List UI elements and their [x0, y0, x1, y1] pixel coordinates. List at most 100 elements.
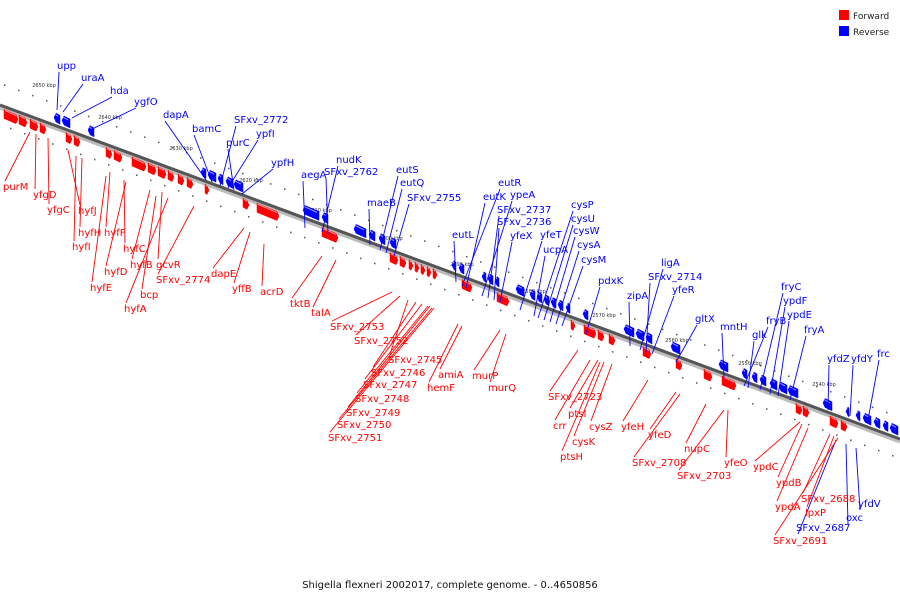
gene-block-highlight: [226, 177, 232, 181]
gene-block-highlight: [646, 333, 651, 337]
gene-block-highlight: [390, 238, 395, 242]
reverse-gene-label: ypeA: [510, 190, 535, 201]
reverse-gene-leader-line: [453, 240, 457, 283]
gene-block-highlight: [830, 416, 837, 421]
minor-tick: [598, 345, 600, 348]
gene-block-highlight: [132, 157, 145, 164]
gene-block-highlight: [19, 115, 26, 120]
gene-block-highlight: [322, 228, 337, 235]
gene-block-highlight: [530, 290, 534, 293]
minor-tick: [214, 162, 216, 164]
gene-block-highlight: [803, 406, 808, 410]
forward-gene-leader-line: [561, 361, 601, 452]
map-caption: Shigella flexneri 2002017, complete geno…: [302, 580, 598, 591]
minor-tick: [312, 198, 314, 201]
forward-gene-leader-line: [554, 359, 591, 421]
minor-tick: [654, 366, 656, 369]
reverse-gene-leader-line: [845, 443, 849, 525]
forward-gene-leader-line: [105, 171, 111, 228]
forward-gene-leader-line: [549, 349, 579, 392]
gene-block-highlight: [760, 375, 765, 379]
minor-tick: [802, 380, 804, 383]
reverse-gene-label: bamC: [192, 124, 221, 135]
forward-gene-label: SFxv_2748: [355, 394, 409, 405]
forward-gene-block: [186, 176, 194, 189]
minor-tick: [116, 126, 118, 128]
reverse-gene-label: cysU: [571, 214, 595, 225]
reverse-gene-label: SFxv_2737: [497, 205, 551, 216]
forward-gene-label: amiA: [438, 370, 464, 381]
minor-tick: [220, 205, 222, 208]
minor-tick: [844, 396, 846, 398]
forward-gene-leader-line: [331, 291, 393, 322]
forward-gene-leader-line: [806, 435, 835, 508]
gene-block-highlight: [459, 263, 463, 267]
forward-gene-block: [256, 203, 280, 221]
reverse-gene-block: [862, 412, 872, 426]
gene-block-highlight: [584, 325, 595, 331]
minor-tick: [206, 200, 208, 202]
reverse-gene-label: yfeR: [672, 285, 695, 296]
forward-gene-leader-line: [439, 325, 463, 370]
forward-gene-label: SFxv_2751: [328, 433, 382, 444]
minor-tick: [472, 299, 474, 301]
reverse-gene-leader-line: [867, 359, 880, 421]
reverse-gene-leader-line: [645, 282, 651, 353]
genome-backbone: [0, 103, 900, 441]
minor-tick: [886, 411, 888, 414]
forward-gene-block: [113, 149, 123, 163]
forward-gene-label: purM: [3, 182, 28, 193]
forward-gene-label: acrD: [260, 287, 284, 298]
reverse-gene-leader-line: [855, 447, 861, 511]
minor-tick: [494, 266, 496, 268]
forward-gene-label: hyfE: [90, 283, 112, 294]
reverse-gene-label: dapA: [163, 110, 189, 121]
reverse-gene-leader-line: [759, 292, 784, 391]
forward-gene-leader-line: [91, 175, 107, 283]
forward-gene-leader-line: [261, 243, 265, 287]
gene-block-highlight: [354, 224, 365, 231]
reverse-gene-leader-line: [481, 200, 513, 297]
minor-tick: [94, 158, 96, 161]
scale-tick-label: 2610 kbp: [308, 208, 332, 214]
forward-gene-leader-line: [573, 361, 605, 437]
reverse-gene-leader-line: [827, 364, 830, 411]
gene-block-highlight: [148, 163, 155, 168]
minor-tick: [766, 408, 768, 410]
gene-block-highlight: [779, 382, 786, 387]
reverse-gene-block: [670, 341, 681, 355]
minor-tick: [662, 328, 664, 331]
minor-tick: [738, 397, 740, 400]
gene-block-highlight: [257, 203, 278, 213]
minor-tick: [724, 392, 726, 395]
minor-tick: [696, 382, 698, 384]
forward-gene-label: yfgD: [33, 190, 57, 201]
legend-reverse-swatch: [839, 26, 849, 36]
forward-gene-leader-line: [473, 329, 501, 371]
minor-tick: [570, 335, 572, 338]
forward-gene-leader-line: [347, 305, 431, 408]
reverse-gene-block: [458, 262, 465, 275]
minor-tick: [172, 146, 174, 149]
reverse-gene-label: SFxv_2772: [234, 115, 288, 126]
reverse-gene-leader-line: [769, 306, 786, 395]
legend: Forward Reverse: [839, 10, 890, 38]
forward-gene-label: cysZ: [589, 422, 613, 433]
reverse-gene-block: [787, 385, 799, 399]
minor-tick: [522, 276, 524, 279]
minor-tick: [150, 179, 152, 182]
forward-gene-label: tktB: [290, 299, 311, 310]
gene-block-highlight: [874, 417, 879, 421]
minor-tick: [144, 136, 146, 138]
forward-gene-block: [642, 346, 652, 359]
forward-gene-block: [389, 252, 399, 266]
gene-block-highlight: [187, 177, 192, 182]
forward-gene-leader-line: [4, 131, 31, 182]
reverse-gene-block: [759, 374, 767, 387]
minor-tick: [192, 195, 194, 197]
minor-tick: [508, 271, 510, 274]
minor-tick: [732, 354, 734, 357]
gene-block-highlight: [322, 213, 327, 217]
reverse-gene-block: [882, 420, 889, 432]
gene-block-highlight: [452, 261, 455, 264]
